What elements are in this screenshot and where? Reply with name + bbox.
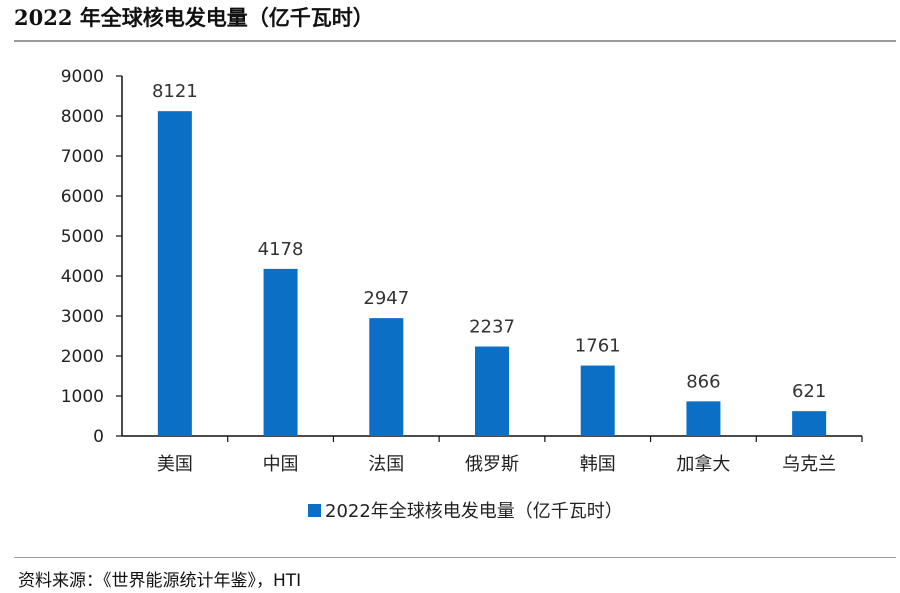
data-label: 2237	[469, 317, 515, 338]
bar	[792, 411, 827, 436]
data-label: 866	[686, 371, 720, 392]
x-tick-label: 乌克兰	[782, 454, 836, 475]
y-tick-label: 9000	[61, 67, 104, 87]
x-tick-label: 俄罗斯	[465, 454, 519, 475]
data-label: 621	[792, 381, 826, 402]
x-tick-label: 美国	[157, 454, 193, 475]
x-tick-label: 法国	[368, 454, 404, 475]
x-tick-label: 韩国	[580, 454, 616, 475]
y-tick-label: 6000	[61, 187, 104, 207]
bar	[263, 268, 298, 436]
legend-label: 2022年全球核电发电量（亿千瓦时）	[325, 501, 623, 522]
y-tick-label: 1000	[61, 387, 104, 407]
y-tick-label: 5000	[61, 227, 104, 247]
bar	[686, 401, 721, 436]
title-divider	[14, 40, 896, 42]
legend-swatch	[308, 504, 321, 517]
source-note: 资料来源：《世界能源统计年鉴》，HTI	[18, 571, 302, 591]
y-tick-label: 8000	[61, 107, 104, 127]
data-label: 1761	[575, 336, 621, 357]
data-label: 4178	[258, 239, 304, 260]
y-tick-label: 2000	[61, 347, 104, 367]
bar	[475, 346, 509, 436]
y-tick-label: 3000	[61, 307, 104, 327]
y-tick-label: 4000	[61, 267, 104, 287]
data-label: 8121	[152, 81, 198, 102]
bar-chart: 0 1000 2000 3000 4000 5000 6000 7000 8000 9000 81…	[61, 67, 863, 522]
x-tick-label: 加拿大	[676, 453, 730, 475]
bar	[157, 111, 192, 436]
source-divider	[14, 557, 896, 558]
bar	[369, 318, 404, 436]
data-label: 2947	[363, 288, 409, 309]
x-tick-label: 中国	[263, 454, 299, 475]
y-tick-label: 7000	[61, 147, 104, 167]
chart-title: 2022 年全球核电发电量（亿千瓦时）	[14, 5, 374, 30]
bar	[580, 365, 615, 436]
y-tick-label: 0	[93, 427, 104, 447]
